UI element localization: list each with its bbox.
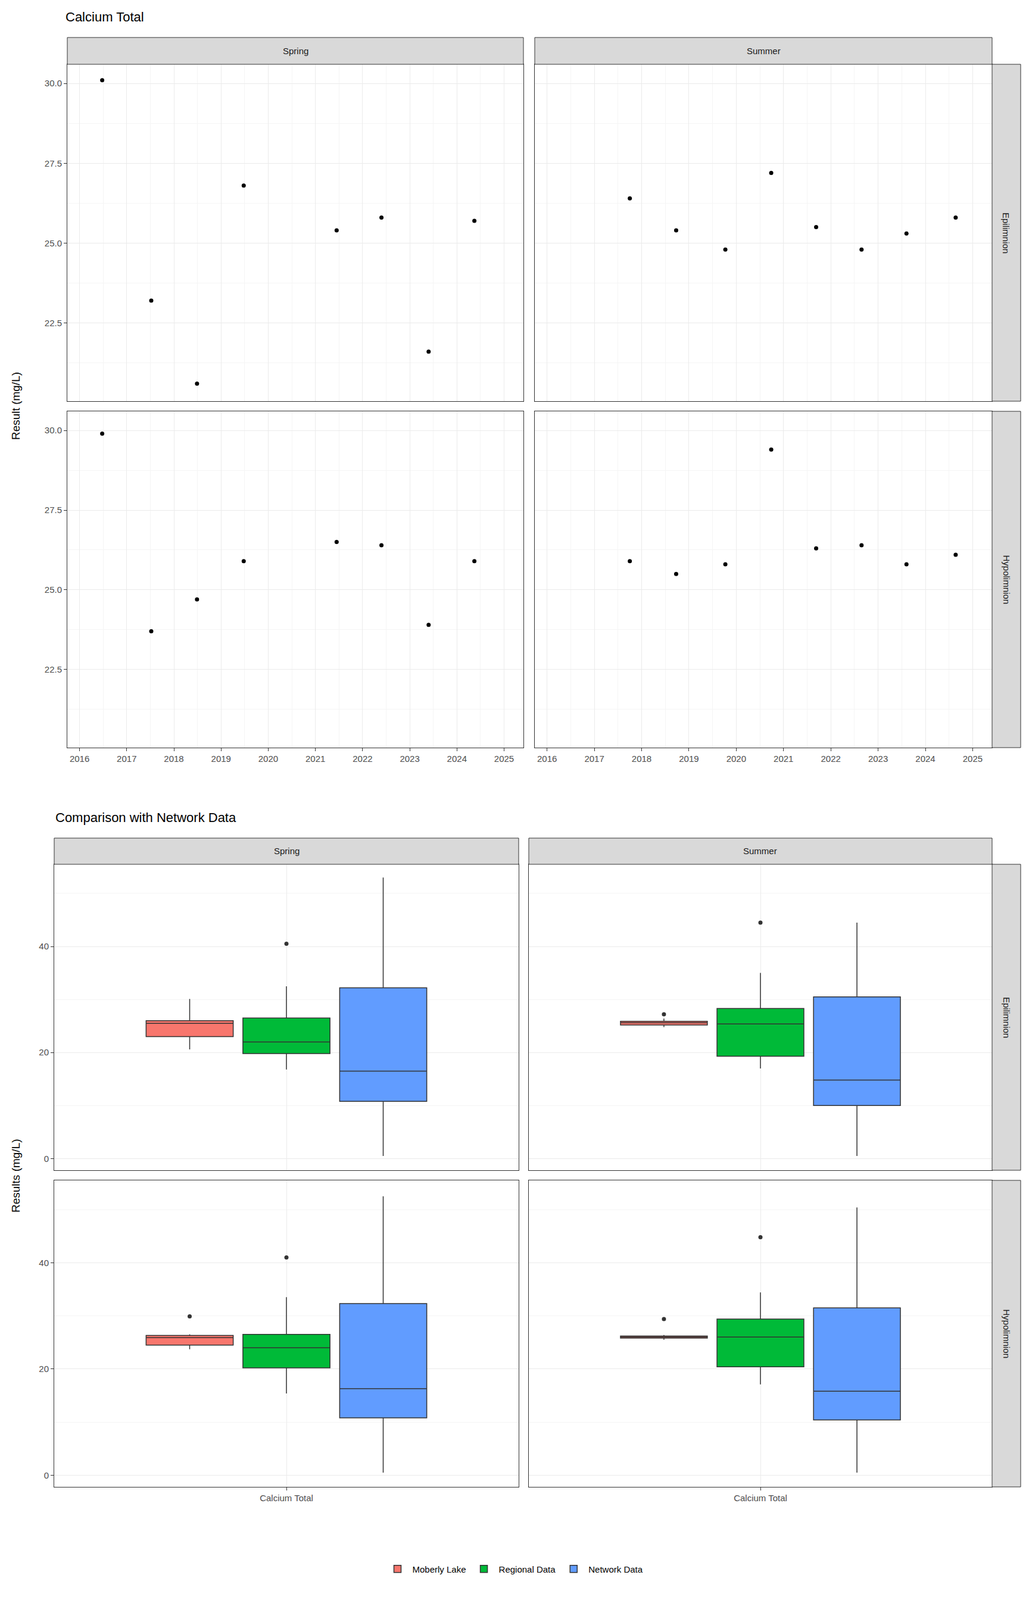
svg-text:Results (mg/L): Results (mg/L) bbox=[9, 1139, 23, 1214]
svg-text:Regional Data: Regional Data bbox=[499, 1564, 557, 1576]
svg-text:Summer: Summer bbox=[746, 45, 781, 56]
svg-text:30.0: 30.0 bbox=[44, 425, 62, 436]
svg-text:20: 20 bbox=[38, 1364, 49, 1375]
svg-text:22.5: 22.5 bbox=[44, 664, 62, 675]
svg-text:Epilimnion: Epilimnion bbox=[1001, 212, 1012, 254]
svg-text:0: 0 bbox=[44, 1470, 49, 1481]
svg-text:0: 0 bbox=[44, 1154, 49, 1165]
svg-text:Hypolimnion: Hypolimnion bbox=[1001, 1310, 1012, 1360]
svg-text:40: 40 bbox=[38, 1258, 49, 1269]
svg-text:2021: 2021 bbox=[305, 753, 326, 765]
svg-text:20: 20 bbox=[38, 1047, 49, 1058]
svg-text:2020: 2020 bbox=[726, 753, 747, 765]
svg-text:2022: 2022 bbox=[352, 753, 373, 765]
svg-text:2019: 2019 bbox=[211, 753, 232, 765]
svg-text:2016: 2016 bbox=[537, 753, 557, 765]
svg-text:2020: 2020 bbox=[258, 753, 279, 765]
svg-text:2016: 2016 bbox=[69, 753, 90, 765]
svg-text:Calcium Total: Calcium Total bbox=[733, 1493, 788, 1504]
svg-text:2022: 2022 bbox=[820, 753, 841, 765]
svg-text:40: 40 bbox=[38, 941, 49, 952]
svg-text:2024: 2024 bbox=[915, 753, 935, 765]
svg-text:27.5: 27.5 bbox=[44, 504, 62, 516]
svg-text:2018: 2018 bbox=[163, 753, 184, 765]
svg-text:Hypolimnion: Hypolimnion bbox=[1001, 555, 1012, 606]
svg-text:2025: 2025 bbox=[962, 753, 983, 765]
svg-text:25.0: 25.0 bbox=[44, 238, 62, 249]
svg-text:Result (mg/L): Result (mg/L) bbox=[9, 372, 23, 441]
svg-text:22.5: 22.5 bbox=[44, 317, 62, 329]
svg-text:2017: 2017 bbox=[116, 753, 137, 765]
svg-text:2017: 2017 bbox=[584, 753, 604, 765]
svg-text:2023: 2023 bbox=[868, 753, 888, 765]
svg-text:Spring: Spring bbox=[282, 45, 309, 56]
svg-text:27.5: 27.5 bbox=[44, 158, 62, 169]
svg-text:Summer: Summer bbox=[743, 846, 778, 857]
svg-text:2021: 2021 bbox=[773, 753, 794, 765]
svg-text:Moberly Lake: Moberly Lake bbox=[412, 1564, 467, 1576]
svg-text:Calcium Total: Calcium Total bbox=[65, 9, 145, 25]
svg-text:30.0: 30.0 bbox=[44, 78, 62, 89]
svg-text:2018: 2018 bbox=[631, 753, 652, 765]
svg-text:25.0: 25.0 bbox=[44, 584, 62, 595]
svg-text:2019: 2019 bbox=[678, 753, 699, 765]
svg-text:Network Data: Network Data bbox=[588, 1564, 644, 1576]
svg-text:2023: 2023 bbox=[399, 753, 420, 765]
svg-text:Spring: Spring bbox=[273, 846, 300, 857]
svg-text:2024: 2024 bbox=[447, 753, 467, 765]
svg-text:Comparison with Network Data: Comparison with Network Data bbox=[55, 810, 237, 826]
svg-text:Epilimnion: Epilimnion bbox=[1001, 997, 1012, 1039]
svg-text:Calcium Total: Calcium Total bbox=[259, 1493, 314, 1504]
svg-text:2025: 2025 bbox=[494, 753, 514, 765]
